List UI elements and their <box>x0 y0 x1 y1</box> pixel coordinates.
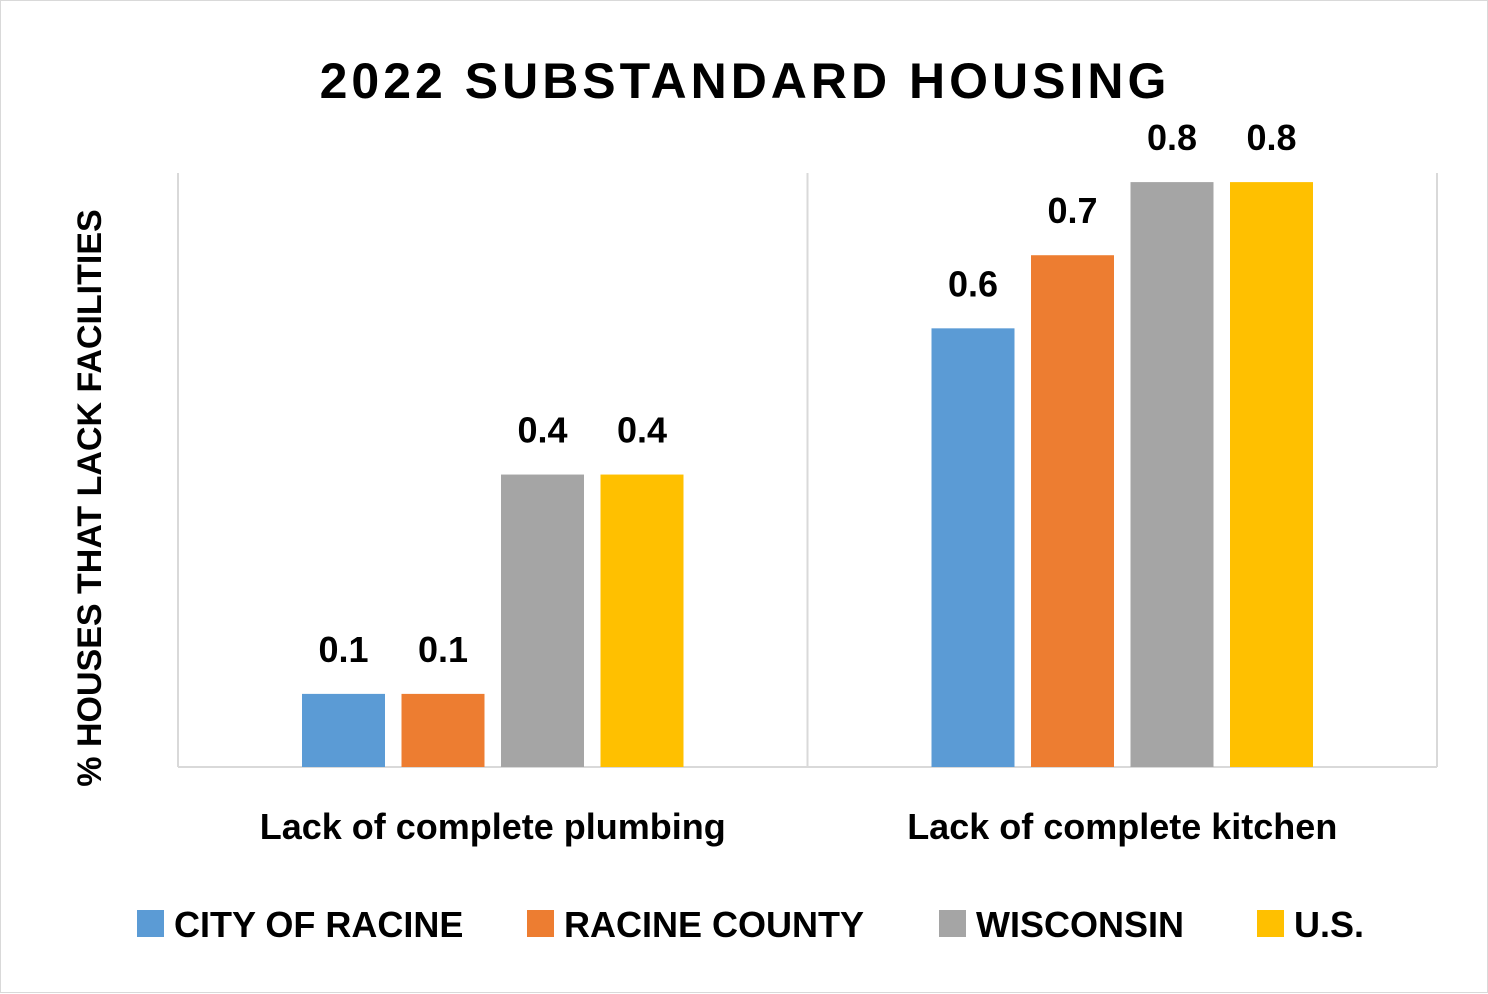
data-label: 0.7 <box>1047 190 1097 231</box>
bar-city-of-racine-1 <box>302 693 385 767</box>
legend-label: U.S. <box>1294 904 1364 945</box>
legend-label: WISCONSIN <box>976 904 1184 945</box>
legend-swatch <box>939 910 966 937</box>
data-label: 0.8 <box>1147 117 1197 158</box>
chart-title: 2022 SUBSTANDARD HOUSING <box>320 53 1171 109</box>
legend-item: U.S. <box>1257 904 1364 945</box>
data-label: 0.1 <box>418 629 468 670</box>
bar-city-of-racine-2 <box>931 328 1015 767</box>
category-label: Lack of complete kitchen <box>907 806 1337 847</box>
legend-label: CITY OF RACINE <box>174 904 463 945</box>
bar-wisconsin-1 <box>501 474 584 767</box>
legend-item: RACINE COUNTY <box>527 904 864 945</box>
data-label: 0.6 <box>948 263 998 304</box>
data-label: 0.4 <box>617 410 667 451</box>
legend-swatch <box>1257 910 1284 937</box>
legend-item: WISCONSIN <box>939 904 1184 945</box>
data-label: 0.1 <box>318 629 368 670</box>
legend: CITY OF RACINE RACINE COUNTY WISCONSIN U.S. <box>137 904 1364 945</box>
bar-u-s-2 <box>1230 182 1313 768</box>
bar-u-s-1 <box>600 474 684 767</box>
y-axis-label: % HOUSES THAT LACK FACILITIES <box>71 209 109 786</box>
plot-area: 0.1 0.1 0.4 0.4 Lack of complete plumbing 0.6… <box>177 117 1438 847</box>
legend-swatch <box>137 910 164 937</box>
legend-item: CITY OF RACINE <box>137 904 463 945</box>
data-label: 0.8 <box>1246 117 1296 158</box>
category-label: Lack of complete plumbing <box>260 806 726 847</box>
data-label: 0.4 <box>517 410 567 451</box>
legend-label: RACINE COUNTY <box>564 904 864 945</box>
bar-racine-county-1 <box>401 693 485 767</box>
legend-swatch <box>527 910 554 937</box>
bar-wisconsin-2 <box>1130 182 1214 768</box>
bar-racine-county-2 <box>1031 255 1114 767</box>
